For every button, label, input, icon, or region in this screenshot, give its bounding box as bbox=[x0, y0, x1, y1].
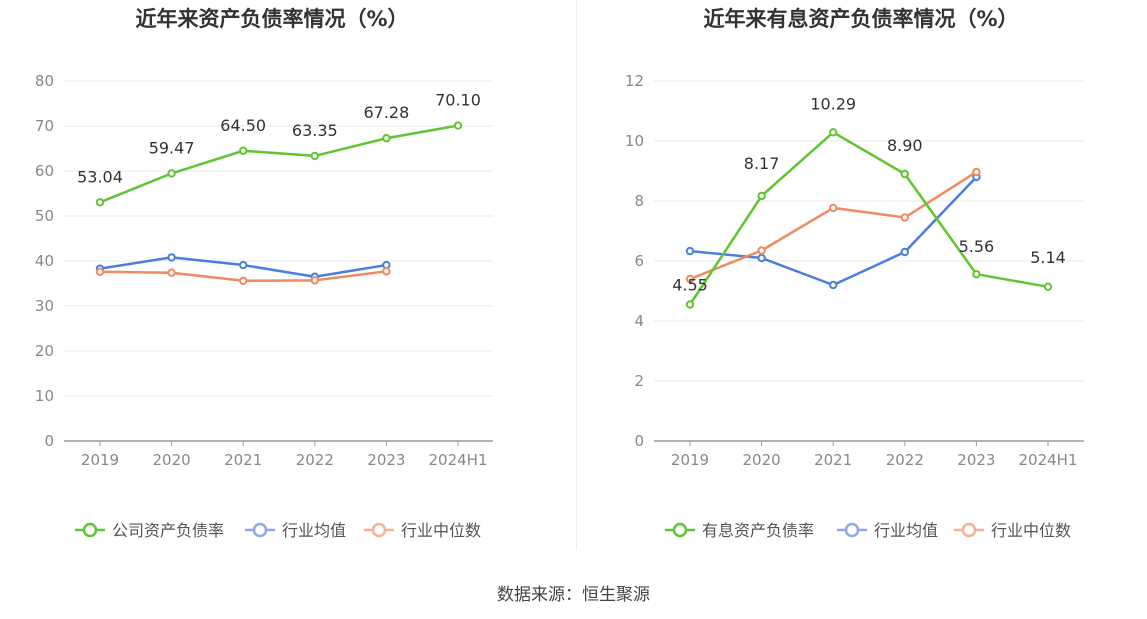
series-line bbox=[689, 176, 978, 287]
data-point[interactable] bbox=[453, 121, 463, 130]
x-tick-label: 2020 bbox=[153, 451, 191, 469]
legend-label[interactable]: 行业均值 bbox=[874, 521, 938, 540]
data-point[interactable] bbox=[167, 169, 176, 178]
legend-marker[interactable] bbox=[844, 522, 860, 538]
x-tick-label: 2019 bbox=[81, 451, 119, 469]
data-label: 8.17 bbox=[744, 154, 780, 173]
data-point[interactable] bbox=[685, 274, 695, 284]
x-tick-label: 2023 bbox=[957, 451, 995, 469]
y-tick-label: 40 bbox=[35, 252, 54, 270]
y-tick-label: 50 bbox=[35, 207, 54, 225]
debt-ratio-chart-svg: 近年来资产负债率情况（%） 0 10 20 30 40 50 60 70 80 2019 2020 20… bbox=[35, 7, 493, 540]
data-point[interactable] bbox=[239, 276, 248, 285]
legend-label[interactable]: 行业中位数 bbox=[401, 521, 481, 540]
data-label: 5.56 bbox=[959, 237, 995, 256]
data-point[interactable] bbox=[167, 268, 176, 277]
data-label: 70.10 bbox=[435, 91, 481, 110]
legend-label[interactable]: 行业均值 bbox=[282, 521, 346, 540]
y-tick-label: 20 bbox=[35, 342, 54, 360]
y-tick-label: 0 bbox=[634, 432, 644, 450]
x-tick-label: 2022 bbox=[886, 451, 924, 469]
data-point[interactable] bbox=[239, 146, 248, 155]
y-tick-label: 80 bbox=[35, 72, 54, 90]
y-tick-label: 60 bbox=[35, 162, 54, 180]
y-tick-label: 30 bbox=[35, 297, 54, 315]
data-point[interactable] bbox=[239, 260, 248, 270]
data-label: 4.55 bbox=[672, 276, 708, 295]
data-point[interactable] bbox=[382, 267, 391, 276]
data-label: 53.04 bbox=[77, 167, 123, 186]
data-point[interactable] bbox=[310, 151, 319, 161]
chart-title: 近年来资产负债率情况（%） bbox=[135, 7, 408, 31]
data-point[interactable] bbox=[972, 167, 981, 177]
data-label: 59.47 bbox=[149, 138, 195, 157]
legend-label[interactable]: 公司资产负债率 bbox=[112, 521, 224, 540]
data-point[interactable] bbox=[829, 203, 838, 213]
y-tick-label: 0 bbox=[44, 432, 54, 450]
chart-title: 近年来有息资产负债率情况（%） bbox=[703, 7, 1018, 31]
x-tick-label: 2020 bbox=[743, 451, 781, 469]
x-tick-label: 2021 bbox=[814, 451, 852, 469]
debt-ratio-chart: 近年来资产负债率情况（%） 0 10 20 30 40 50 60 70 80 2019 2020 20… bbox=[0, 0, 573, 560]
data-label: 8.90 bbox=[887, 136, 923, 155]
data-point[interactable] bbox=[900, 213, 909, 222]
interest-debt-ratio-chart-svg: 近年来有息资产负债率情况（%） 0 2 4 6 8 10 12 2019 2020 2021 2022… bbox=[625, 7, 1084, 540]
x-tick-label: 2021 bbox=[224, 451, 262, 469]
legend-marker[interactable] bbox=[82, 522, 98, 538]
y-tick-label: 10 bbox=[35, 387, 54, 405]
data-point[interactable] bbox=[757, 191, 766, 201]
series-line bbox=[99, 124, 459, 204]
y-tick-label: 6 bbox=[634, 252, 644, 270]
panel-divider bbox=[576, 0, 577, 550]
x-tick-label: 2019 bbox=[671, 451, 709, 469]
x-tick-label: 2022 bbox=[296, 451, 334, 469]
legend-label[interactable]: 有息资产负债率 bbox=[702, 521, 814, 540]
legend-marker[interactable] bbox=[961, 522, 977, 538]
y-tick-label: 10 bbox=[625, 132, 644, 150]
series-line bbox=[688, 131, 1049, 306]
y-tick-label: 12 bbox=[625, 72, 644, 90]
data-point[interactable] bbox=[685, 246, 695, 256]
data-point[interactable] bbox=[95, 267, 105, 276]
y-tick-label: 8 bbox=[634, 192, 644, 210]
data-label: 63.35 bbox=[292, 121, 338, 140]
y-tick-label: 70 bbox=[35, 117, 54, 135]
data-point[interactable] bbox=[972, 270, 981, 279]
x-tick-label: 2023 bbox=[367, 451, 405, 469]
data-label: 67.28 bbox=[363, 103, 409, 122]
data-source: 数据来源：恒生聚源 bbox=[497, 585, 650, 605]
data-point[interactable] bbox=[1043, 282, 1053, 291]
data-point[interactable] bbox=[829, 128, 838, 137]
data-point[interactable] bbox=[685, 300, 695, 309]
interest-debt-ratio-chart: 近年来有息资产负债率情况（%） 0 2 4 6 8 10 12 2019 2020 2021 2022… bbox=[574, 0, 1147, 560]
legend-marker[interactable] bbox=[672, 522, 688, 538]
series-line bbox=[689, 170, 978, 281]
x-tick-label: 2024H1 bbox=[429, 451, 488, 469]
data-label: 5.14 bbox=[1030, 248, 1066, 267]
data-point[interactable] bbox=[95, 198, 105, 207]
data-point[interactable] bbox=[310, 276, 319, 285]
data-point[interactable] bbox=[757, 246, 766, 255]
data-label: 10.29 bbox=[810, 94, 856, 113]
data-point[interactable] bbox=[167, 253, 176, 262]
y-tick-label: 4 bbox=[634, 312, 644, 330]
data-point[interactable] bbox=[382, 134, 391, 143]
data-point[interactable] bbox=[900, 247, 909, 257]
legend-marker[interactable] bbox=[371, 522, 387, 538]
data-label: 64.50 bbox=[220, 116, 266, 135]
x-tick-label: 2024H1 bbox=[1019, 451, 1078, 469]
legend-marker[interactable] bbox=[252, 522, 268, 538]
data-point[interactable] bbox=[757, 253, 766, 263]
data-point[interactable] bbox=[900, 169, 909, 179]
data-point[interactable] bbox=[829, 280, 838, 290]
legend-label[interactable]: 行业中位数 bbox=[991, 521, 1071, 540]
y-tick-label: 2 bbox=[634, 372, 644, 390]
